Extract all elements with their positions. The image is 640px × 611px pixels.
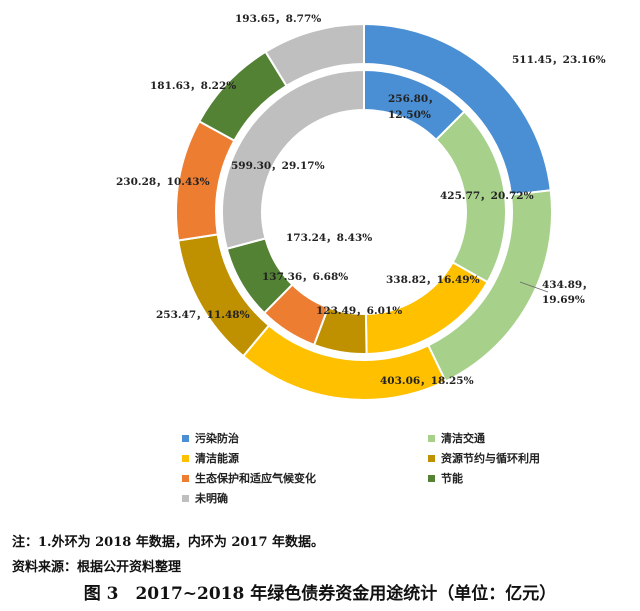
legend-swatch bbox=[182, 454, 189, 462]
leader-line bbox=[519, 281, 549, 293]
source-lead: 资料来源： bbox=[12, 560, 78, 575]
legend-item: 节能 bbox=[428, 470, 463, 486]
inner-data-label-7: 599.30，29.17% bbox=[231, 160, 325, 172]
legend-label: 清洁能源 bbox=[195, 452, 239, 465]
outer-slice-6 bbox=[264, 22, 365, 88]
legend-item: 清洁能源 bbox=[182, 450, 239, 466]
note-text: 1.外环为 2018 年数据，内环为 2017 年数据。 bbox=[38, 535, 325, 550]
legend-swatch bbox=[182, 494, 189, 502]
outer-data-label-7: 193.65，8.77% bbox=[235, 13, 321, 25]
chart-plot-area: 511.45，23.16% 434.89， 19.69% 403.06，18.25% 2… bbox=[116, 13, 606, 401]
legend-swatch bbox=[428, 434, 435, 442]
legend-label: 污染防治 bbox=[195, 432, 239, 445]
figure-caption: 图 3 2017~2018 年绿色债券资金用途统计（单位：亿元） bbox=[83, 584, 557, 604]
inner-data-label-2: 425.77，20.72% bbox=[440, 190, 534, 202]
legend-swatch bbox=[182, 474, 189, 482]
legend-item: 污染防治 bbox=[182, 430, 239, 446]
legend-label: 节能 bbox=[441, 472, 463, 485]
inner-data-label-5: 137.36，6.68% bbox=[262, 271, 348, 283]
inner-data-label-1: 12.50% bbox=[388, 109, 431, 121]
outer-data-label-5: 230.28，10.43% bbox=[116, 176, 210, 188]
legend-swatch bbox=[182, 434, 189, 442]
inner-data-label-0: 256.80， bbox=[388, 93, 439, 105]
inner-slice-6 bbox=[221, 68, 365, 250]
legend-item: 未明确 bbox=[182, 490, 228, 506]
note-lead: 注： bbox=[12, 535, 39, 550]
inner-data-label-4: 123.49，6.01% bbox=[316, 305, 402, 317]
chart-note: 注：1.外环为 2018 年数据，内环为 2017 年数据。 bbox=[12, 531, 324, 550]
outer-data-label-2: 19.69% bbox=[542, 294, 585, 306]
legend-label: 生态保护和适应气候变化 bbox=[195, 472, 316, 485]
outer-data-label-4: 253.47，11.48% bbox=[156, 309, 250, 321]
chart-legend: 污染防治 清洁交通清洁能源 资源节约与循环利用生态保护和适应气候变化 节能未明确 bbox=[182, 430, 602, 522]
inner-data-label-3: 338.82，16.49% bbox=[386, 274, 480, 286]
legend-item: 生态保护和适应气候变化 bbox=[182, 470, 316, 486]
inner-data-label-6: 173.24，8.43% bbox=[286, 232, 372, 244]
outer-data-label-0: 511.45，23.16% bbox=[512, 54, 606, 66]
outer-data-label-6: 181.63，8.22% bbox=[150, 80, 236, 92]
legend-label: 资源节约与循环利用 bbox=[441, 452, 540, 465]
legend-item: 资源节约与循环利用 bbox=[428, 450, 540, 466]
legend-swatch bbox=[428, 454, 435, 462]
source-text: 根据公开资料整理 bbox=[77, 560, 182, 575]
legend-label: 未明确 bbox=[195, 492, 228, 505]
outer-data-label-1: 434.89， bbox=[542, 279, 593, 291]
chart-source: 资料来源：根据公开资料整理 bbox=[12, 556, 181, 575]
outer-data-label-3: 403.06，18.25% bbox=[380, 375, 474, 387]
legend-item: 清洁交通 bbox=[428, 430, 485, 446]
legend-label: 清洁交通 bbox=[441, 432, 485, 445]
legend-swatch bbox=[428, 474, 435, 482]
